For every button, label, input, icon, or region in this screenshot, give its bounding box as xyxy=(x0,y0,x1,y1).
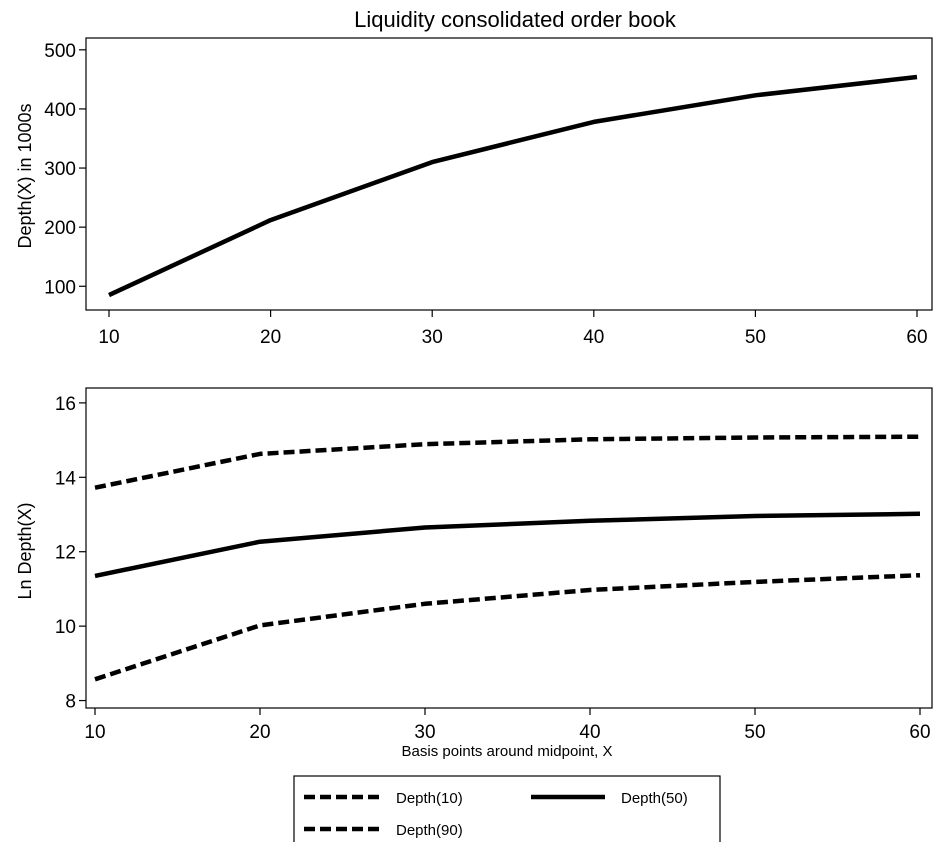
legend-label-depth90: Depth(90) xyxy=(396,822,463,839)
series-group xyxy=(108,74,918,298)
y-tick-label: 14 xyxy=(55,468,77,489)
bottom-chart: 8 10 12 14 16 10 20 30 40 50 60 Ln Depth(X) Basis… xyxy=(15,387,933,760)
legend: Depth(10) Depth(50) Depth(90) xyxy=(293,775,721,842)
y-axis: 100 200 300 400 500 xyxy=(44,41,86,298)
x-axis-title: Basis points around midpoint, X xyxy=(402,743,613,760)
y-tick-label: 400 xyxy=(44,100,76,121)
chart-title: Liquidity consolidated order book xyxy=(354,7,677,32)
series-line-depth10 xyxy=(94,572,921,682)
x-tick-label: 30 xyxy=(422,327,443,348)
y-tick-label: 10 xyxy=(55,617,76,638)
x-tick-label: 10 xyxy=(84,722,105,743)
plot-frame xyxy=(85,387,933,709)
x-tick-label: 40 xyxy=(579,722,600,743)
x-axis: 10 20 30 40 50 60 xyxy=(84,708,931,743)
series-line-depth50 xyxy=(94,511,921,579)
x-axis: 10 20 30 40 50 60 xyxy=(98,310,928,348)
x-tick-label: 50 xyxy=(744,722,765,743)
y-axis: 8 10 12 14 16 xyxy=(55,394,86,713)
y-tick-label: 300 xyxy=(44,159,76,180)
y-tick-label: 500 xyxy=(44,41,76,62)
y-axis-title: Ln Depth(X) xyxy=(15,502,35,599)
x-tick-label: 10 xyxy=(98,327,119,348)
legend-box xyxy=(293,775,721,842)
y-tick-label: 16 xyxy=(55,394,76,415)
x-tick-label: 60 xyxy=(906,327,927,348)
plot-frame xyxy=(85,37,933,311)
x-tick-label: 60 xyxy=(909,722,930,743)
y-tick-label: 12 xyxy=(55,543,76,564)
top-chart: Liquidity consolidated order book 100 200… xyxy=(15,7,933,348)
series-line xyxy=(108,74,918,298)
y-tick-label: 200 xyxy=(44,218,76,239)
x-tick-label: 40 xyxy=(583,327,604,348)
y-tick-label: 8 xyxy=(65,692,76,713)
series-line-depth90 xyxy=(94,434,921,490)
x-tick-label: 20 xyxy=(249,722,270,743)
legend-label-depth50: Depth(50) xyxy=(621,790,688,807)
y-axis-title: Depth(X) in 1000s xyxy=(15,103,35,248)
series-group xyxy=(94,434,921,682)
x-tick-label: 20 xyxy=(260,327,281,348)
x-tick-label: 50 xyxy=(745,327,766,348)
y-tick-label: 100 xyxy=(44,277,76,298)
legend-label-depth10: Depth(10) xyxy=(396,790,463,807)
x-tick-label: 30 xyxy=(414,722,435,743)
